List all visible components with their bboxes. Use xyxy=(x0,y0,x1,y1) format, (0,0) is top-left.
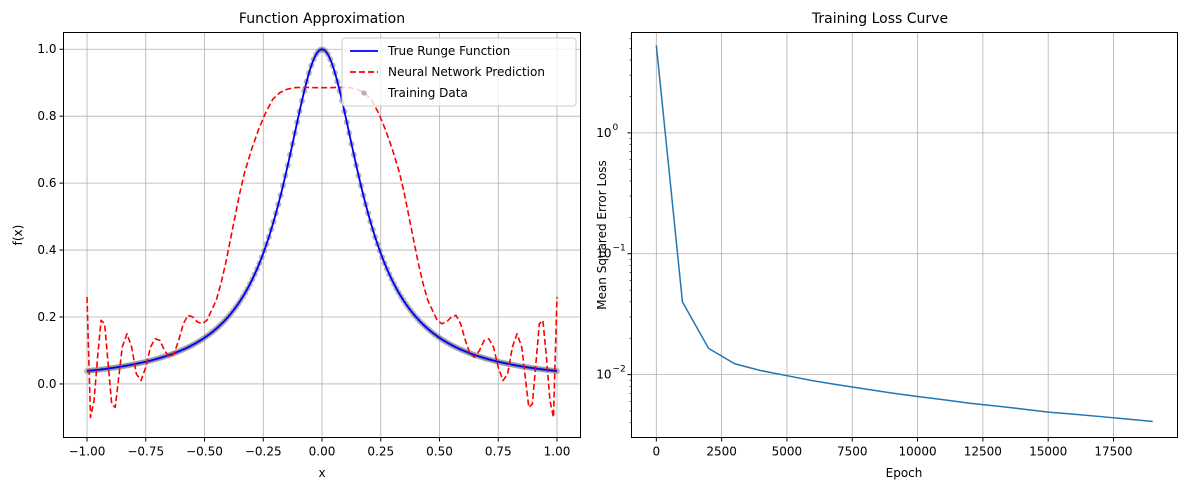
x-tick-label: −1.00 xyxy=(69,445,106,459)
y-tick-exponent: −1 xyxy=(613,244,626,254)
x-tick-label: 0.00 xyxy=(309,445,336,459)
chart2-grid xyxy=(631,32,1178,438)
x-tick-label: 12500 xyxy=(964,445,1002,459)
y-tick-label: 1.0 xyxy=(37,42,56,56)
legend-swatch-training-data xyxy=(361,90,367,96)
x-tick-label: −0.75 xyxy=(127,445,164,459)
y-tick-label: 0.8 xyxy=(37,109,56,123)
legend-box xyxy=(341,37,577,107)
legend-label-nn-prediction: Neural Network Prediction xyxy=(388,65,545,79)
y-tick-label: 0.2 xyxy=(37,310,56,324)
chart1-xlabel: x xyxy=(318,466,325,480)
x-tick-label: 5000 xyxy=(772,445,803,459)
x-tick-label: 0 xyxy=(652,445,660,459)
loss-curve-line xyxy=(655,45,1153,423)
x-tick-label: 0.50 xyxy=(426,445,453,459)
legend-label-training-data: Training Data xyxy=(387,86,468,100)
x-tick-label: 0.25 xyxy=(367,445,394,459)
y-tick-label: 0.4 xyxy=(37,243,56,257)
x-tick-label: 15000 xyxy=(1029,445,1067,459)
chart2-series xyxy=(655,45,1153,423)
training-loss-chart: Training Loss Curve 0 2500 5000 7500 10000 12… xyxy=(595,11,1178,480)
chart1-ticks: −1.00 −0.75 −0.50 −0.25 0.00 0.25 0.50 0.75 1.00… xyxy=(37,42,570,458)
y-tick-label: 0.6 xyxy=(37,176,56,190)
x-tick-label: 10000 xyxy=(898,445,936,459)
x-tick-label: −0.25 xyxy=(245,445,282,459)
chart2-title: Training Loss Curve xyxy=(811,11,948,27)
x-tick-label: 2500 xyxy=(706,445,737,459)
y-tick-label: 0.0 xyxy=(37,377,56,391)
y-tick-exponent: −2 xyxy=(613,365,626,375)
x-tick-label: 17500 xyxy=(1094,445,1132,459)
y-tick-label: 10 xyxy=(596,247,611,261)
x-tick-label: 1.00 xyxy=(544,445,571,459)
chart1-title: Function Approximation xyxy=(239,11,405,27)
x-tick-label: −0.50 xyxy=(186,445,223,459)
chart2-ylabel: Mean Squared Error Loss xyxy=(595,160,609,310)
true-runge-line xyxy=(86,48,558,372)
y-tick-label: 10 xyxy=(596,126,611,140)
chart1-legend: True Runge Function Neural Network Predi… xyxy=(341,37,577,107)
x-tick-label: 7500 xyxy=(837,445,868,459)
y-tick-label: 10 xyxy=(596,368,611,382)
nn-prediction-line xyxy=(86,86,558,419)
chart2-xlabel: Epoch xyxy=(886,466,923,480)
chart1-series xyxy=(84,46,560,419)
chart1-ylabel: f(x) xyxy=(11,225,25,246)
y-tick-exponent: 0 xyxy=(613,123,619,133)
chart2-frame xyxy=(631,32,1178,438)
legend-label-true-runge: True Runge Function xyxy=(387,44,510,58)
function-approximation-chart: Function Approximation −1.00 −0.75 −0.50 −0… xyxy=(11,11,581,480)
x-tick-label: 0.75 xyxy=(485,445,512,459)
